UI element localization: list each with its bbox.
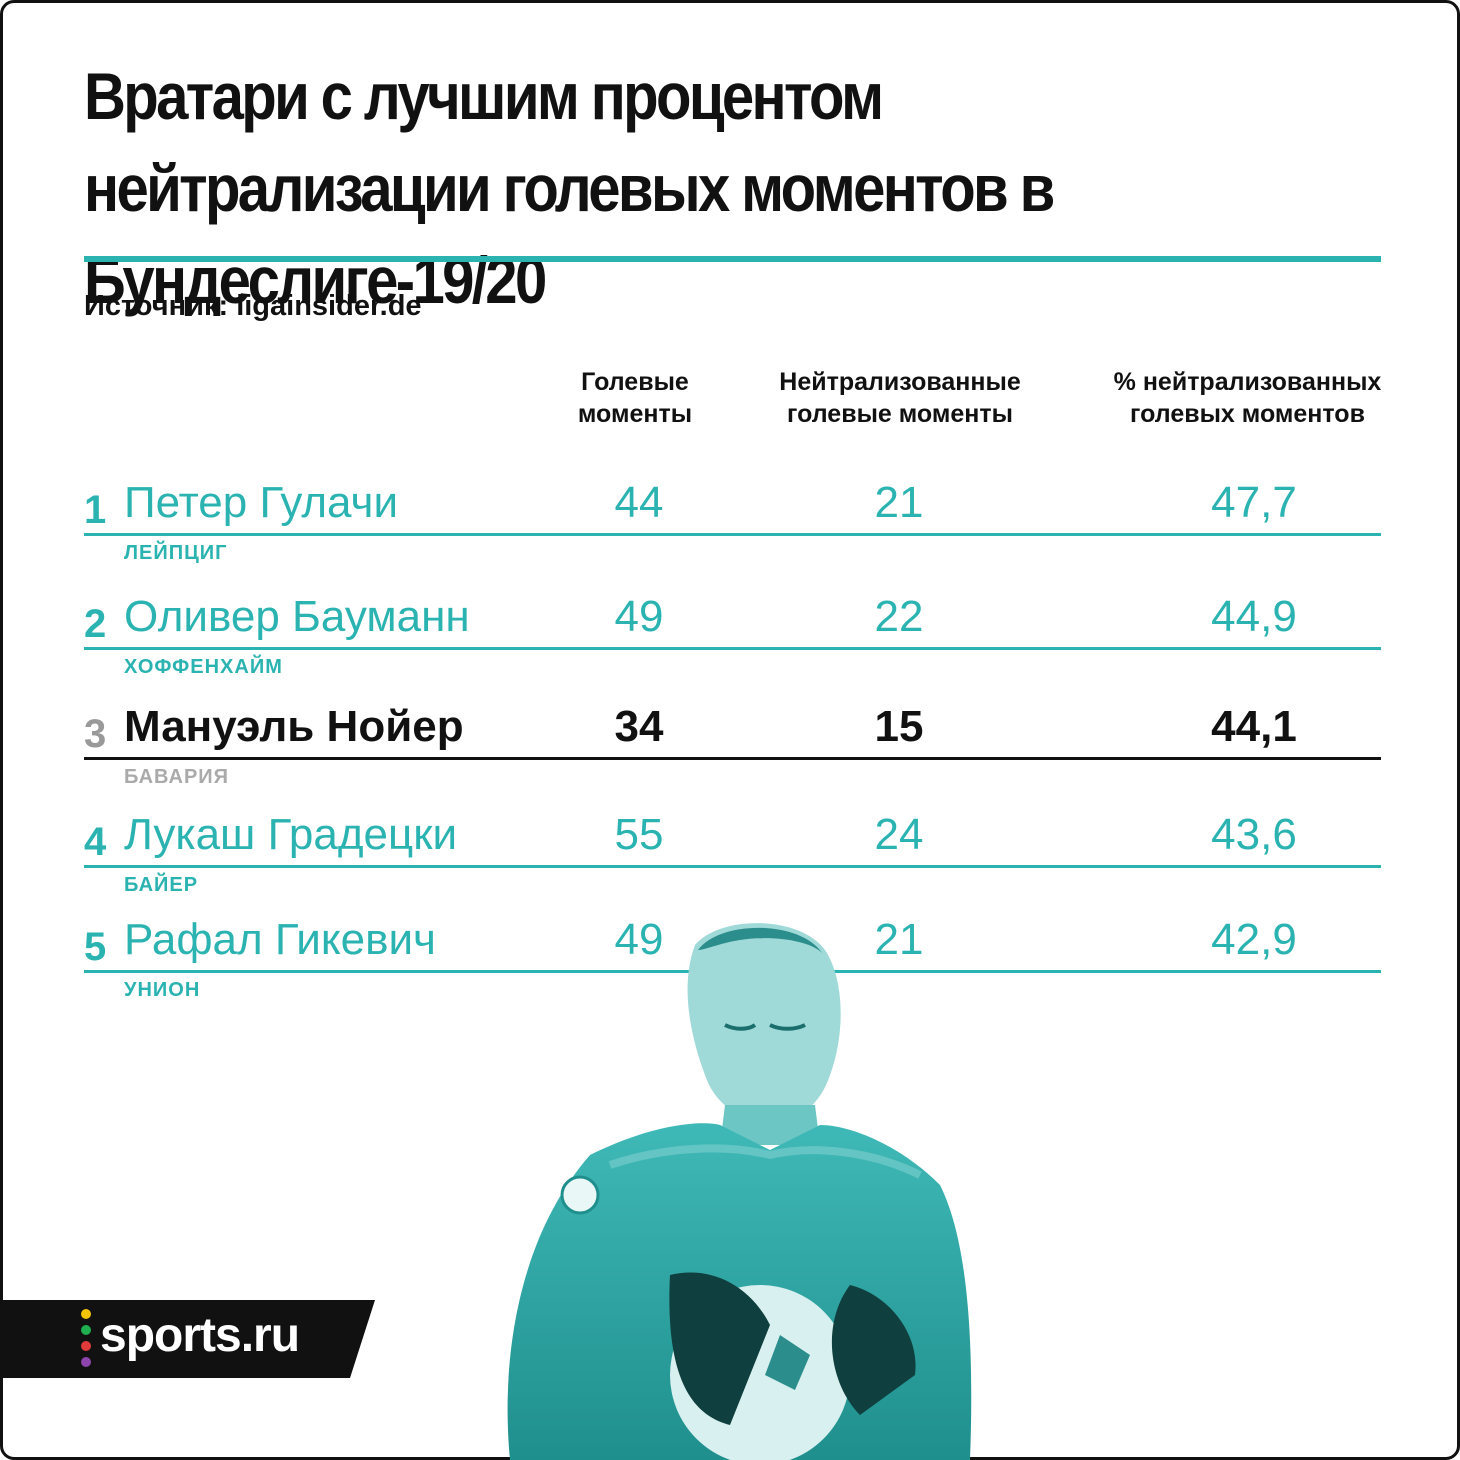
- rank-number: 4: [84, 820, 107, 864]
- chances-value: 49: [614, 592, 664, 641]
- rank-number: 3: [84, 712, 107, 756]
- row-underline: [84, 647, 1381, 650]
- neutralized-value: 15: [874, 702, 924, 751]
- title-divider: [84, 256, 1381, 262]
- column-header-neutralized: Нейтрализованные голевые моменты: [779, 368, 1021, 428]
- table-row: 3 Мануэль Нойер 34 15 44,1 БАВАРИЯ: [84, 702, 1381, 812]
- player-name: Рафал Гикевич: [124, 915, 436, 964]
- chances-value: 44: [614, 478, 664, 527]
- team-name: БАВАРИЯ: [124, 766, 230, 788]
- team-name: ХОФФЕНХАЙМ: [124, 656, 283, 678]
- row-underline: [84, 757, 1381, 760]
- percent-value: 44,9: [1211, 592, 1297, 641]
- percent-value: 42,9: [1211, 915, 1297, 964]
- rank-number: 2: [84, 602, 107, 646]
- neutralized-value: 21: [874, 478, 924, 527]
- chances-value: 49: [614, 915, 664, 964]
- neutralized-value: 21: [874, 915, 924, 964]
- team-name: ЛЕЙПЦИГ: [124, 542, 228, 564]
- percent-value: 44,1: [1211, 702, 1297, 751]
- team-name: БАЙЕР: [124, 874, 199, 896]
- neutralized-value: 22: [874, 592, 924, 641]
- row-underline: [84, 533, 1381, 536]
- team-name: УНИОН: [124, 979, 201, 1001]
- chances-value: 34: [614, 702, 664, 751]
- table-row: 1 Петер Гулачи 44 21 47,7 ЛЕЙПЦИГ: [84, 478, 1381, 588]
- rank-number: 5: [84, 925, 107, 969]
- table-row: 4 Лукаш Градецки 55 24 43,6 БАЙЕР: [84, 810, 1381, 920]
- percent-value: 47,7: [1211, 478, 1297, 527]
- rank-number: 1: [84, 488, 107, 532]
- table-row: 2 Оливер Бауманн 49 22 44,9 ХОФФЕНХАЙМ: [84, 592, 1381, 702]
- player-name: Петер Гулачи: [124, 478, 399, 527]
- source-label: Источник: ligainsider.de: [84, 290, 422, 322]
- chart-title: Вратари с лучшим процентом нейтрализации…: [84, 59, 1055, 317]
- column-header-chances: Голевые моменты: [577, 368, 693, 428]
- row-underline: [84, 865, 1381, 868]
- column-header-percent: % нейтрализованных голевых моментов: [1113, 368, 1382, 428]
- logo-text: sports.ru: [100, 1309, 300, 1362]
- player-name: Мануэль Нойер: [124, 702, 464, 751]
- player-name: Оливер Бауманн: [124, 592, 470, 641]
- player-name: Лукаш Градецки: [124, 810, 458, 859]
- chances-value: 55: [614, 810, 664, 859]
- neutralized-value: 24: [874, 810, 924, 859]
- goalkeeper-photo: [507, 923, 972, 1460]
- percent-value: 43,6: [1211, 810, 1297, 859]
- sports-ru-logo: [0, 1300, 375, 1378]
